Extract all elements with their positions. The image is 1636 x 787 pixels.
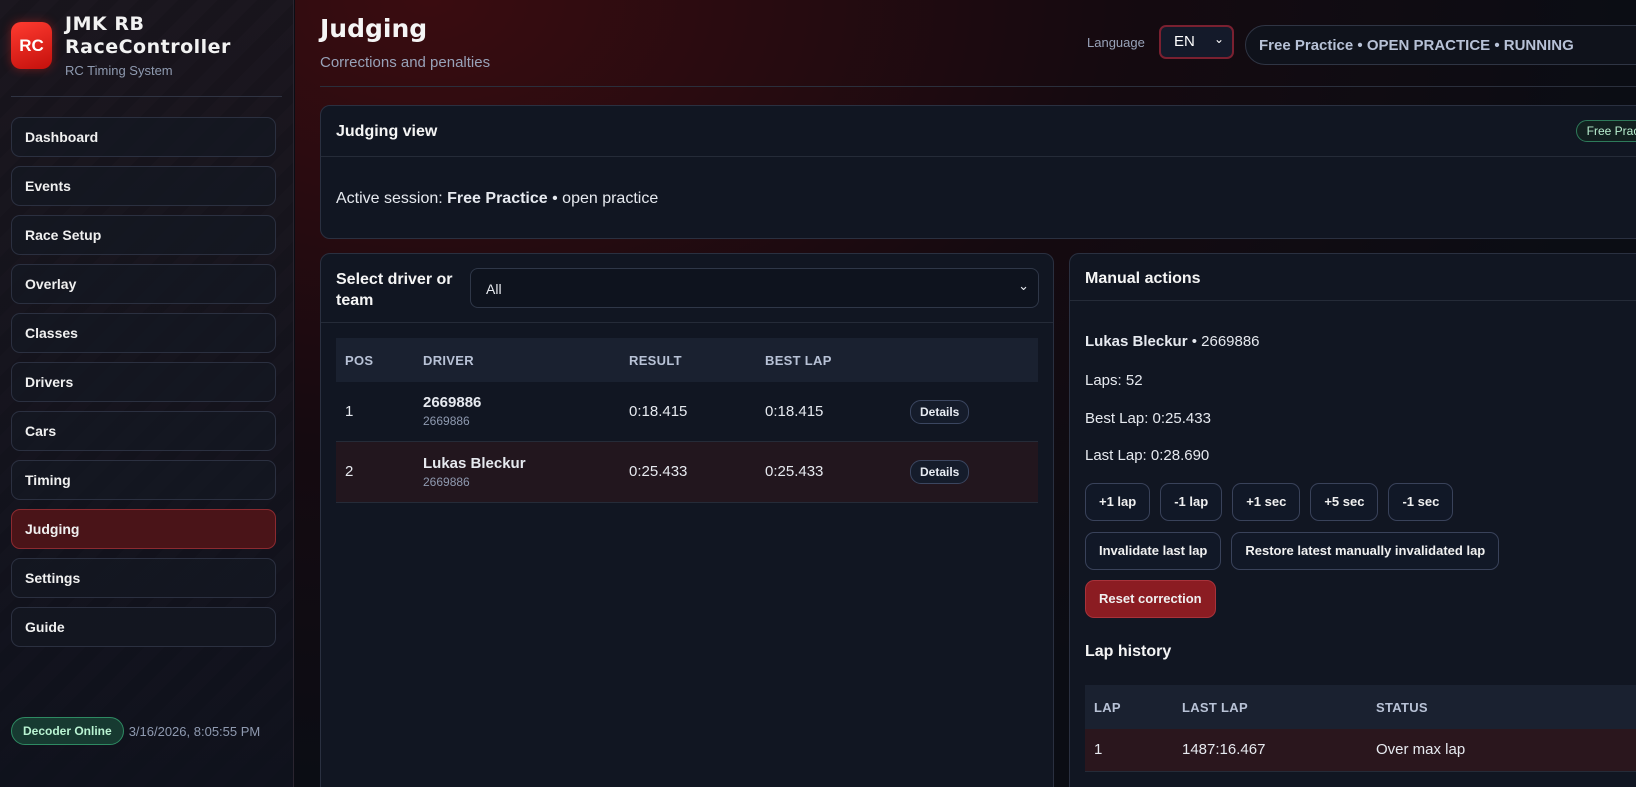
col-pos: POS [336, 338, 414, 382]
app-logo: RC [11, 22, 52, 69]
chevron-down-icon: ⌄ [1018, 278, 1029, 293]
active-session-name: Free Practice [447, 190, 548, 207]
driver-name: 2669886 [423, 394, 482, 412]
invalidate-last-lap-button[interactable]: Invalidate last lap [1085, 532, 1222, 570]
language-label: Language [1087, 35, 1145, 50]
active-session-text: Active session: Free Practice • open pra… [336, 190, 658, 208]
language-value: EN [1174, 33, 1195, 50]
sidebar-item-classes[interactable]: Classes [11, 313, 276, 353]
selected-driver-name: Lukas Bleckur [1085, 333, 1188, 350]
last-lap: Last Lap: 0:28.690 [1085, 447, 1210, 464]
lap-history-title: Lap history [1085, 643, 1172, 660]
active-session-label: Active session: [336, 190, 448, 207]
laps-count: Laps: 52 [1085, 372, 1143, 389]
sidebar-item-dashboard[interactable]: Dashboard [11, 117, 276, 157]
sidebar-item-timing[interactable]: Timing [11, 460, 276, 500]
lap-status-cell: Over max lap [1367, 729, 1636, 772]
col-result: RESULT [620, 338, 756, 382]
driver-name: Lukas Bleckur [423, 454, 526, 472]
restore-lap-button[interactable]: Restore latest manually invalidated lap [1231, 532, 1500, 570]
details-button[interactable]: Details [910, 460, 970, 484]
clock: 3/16/2026, 8:05:55 PM [128, 723, 261, 739]
reset-correction-button[interactable]: Reset correction [1085, 580, 1216, 618]
header-divider [320, 86, 1636, 87]
details-button[interactable]: Details [910, 399, 970, 424]
card-divider [321, 322, 1053, 323]
col-lap: LAP [1085, 685, 1173, 729]
selected-driver-transponder: • 2669886 [1187, 333, 1260, 350]
correction-buttons: +1 lap -1 lap +1 sec +5 sec -1 sec [1085, 483, 1461, 521]
sidebar-item-guide[interactable]: Guide [11, 607, 276, 647]
driver-cell: Lukas Bleckur 2669886 [414, 441, 620, 503]
lap-history-row: 1 1487:16.467 Over max lap [1085, 729, 1636, 772]
driver-select[interactable]: All ⌄ [470, 268, 1039, 308]
lap-cell: 1 [1085, 729, 1173, 772]
driver-list-card: Select driver or team All ⌄ POS DRIVER R… [320, 253, 1054, 787]
best-lap: Best Lap: 0:25.433 [1085, 410, 1211, 427]
lap-time-cell: 1487:16.467 [1173, 729, 1367, 772]
result-cell: 0:25.433 [620, 441, 756, 503]
main-content: Judging Corrections and penalties Langua… [295, 0, 1636, 787]
col-best-lap: BEST LAP [756, 338, 901, 382]
page-title: Judging [320, 14, 428, 43]
page-subtitle: Corrections and penalties [320, 54, 491, 71]
minus-1-sec-button[interactable]: -1 sec [1388, 483, 1454, 521]
sidebar-item-judging[interactable]: Judging [11, 509, 276, 549]
sidebar-item-events[interactable]: Events [11, 166, 276, 206]
sidebar-divider [11, 96, 282, 97]
manual-actions-card: Manual actions Lukas Bleckur • 2669886 L… [1069, 253, 1636, 787]
app-subtitle: RC Timing System [65, 63, 173, 78]
best-lap-cell: 0:18.415 [756, 382, 901, 442]
selected-driver: Lukas Bleckur • 2669886 [1085, 333, 1260, 350]
results-table: POS DRIVER RESULT BEST LAP 1 2669886 2669… [336, 338, 1038, 503]
minus-1-lap-button[interactable]: -1 lap [1160, 483, 1223, 521]
sidebar-item-drivers[interactable]: Drivers [11, 362, 276, 402]
card-divider [321, 156, 1636, 157]
sidebar-footer: Decoder Online 3/16/2026, 8:05:55 PM [11, 717, 260, 745]
sidebar-item-overlay[interactable]: Overlay [11, 264, 276, 304]
pos-cell: 2 [336, 441, 414, 503]
lap-history-table: LAP LAST LAP STATUS 1 1487:16.467 Over m… [1085, 685, 1636, 772]
card-divider [1070, 300, 1636, 301]
driver-select-value: All [486, 281, 502, 297]
sidebar-nav: Dashboard Events Race Setup Overlay Clas… [11, 117, 276, 656]
table-row[interactable]: 1 2669886 2669886 0:18.415 0:18.415 Detai… [336, 382, 1038, 442]
sidebar-item-cars[interactable]: Cars [11, 411, 276, 451]
result-cell: 0:18.415 [620, 382, 756, 442]
plus-5-sec-button[interactable]: +5 sec [1310, 483, 1379, 521]
language-select[interactable]: EN ⌄ [1159, 25, 1234, 59]
transponder: 2669886 [423, 414, 470, 429]
sidebar-item-settings[interactable]: Settings [11, 558, 276, 598]
col-actions [901, 338, 1038, 382]
judging-view-title: Judging view [336, 123, 438, 140]
col-last-lap: LAST LAP [1173, 685, 1367, 729]
col-status: STATUS [1367, 685, 1636, 729]
plus-1-lap-button[interactable]: +1 lap [1085, 483, 1151, 521]
session-badge: Free Practice [1575, 120, 1636, 142]
sidebar: RC JMK RB RaceController RC Timing Syste… [0, 0, 294, 787]
lap-validity-buttons: Invalidate last lap Restore latest manual… [1085, 532, 1507, 570]
pos-cell: 1 [336, 382, 414, 442]
plus-1-sec-button[interactable]: +1 sec [1232, 483, 1301, 521]
transponder: 2669886 [423, 474, 470, 489]
sidebar-item-race-setup[interactable]: Race Setup [11, 215, 276, 255]
app-name: JMK RB RaceController [65, 13, 231, 58]
decoder-status-badge: Decoder Online [11, 717, 124, 745]
select-driver-label: Select driver or team [336, 271, 453, 309]
table-row-selected[interactable]: 2 Lukas Bleckur 2669886 0:25.433 0:25.433… [336, 441, 1038, 503]
judging-view-card: Judging view Free Practice Active sessio… [320, 105, 1636, 239]
active-session-type: • open practice [547, 190, 659, 207]
driver-cell: 2669886 2669886 [414, 382, 620, 442]
reset-row: Reset correction [1085, 580, 1224, 618]
session-status-pill: Free Practice • OPEN PRACTICE • RUNNING [1245, 25, 1636, 65]
manual-actions-title: Manual actions [1085, 270, 1201, 287]
best-lap-cell: 0:25.433 [756, 441, 901, 503]
col-driver: DRIVER [414, 338, 620, 382]
chevron-down-icon: ⌄ [1213, 32, 1224, 46]
